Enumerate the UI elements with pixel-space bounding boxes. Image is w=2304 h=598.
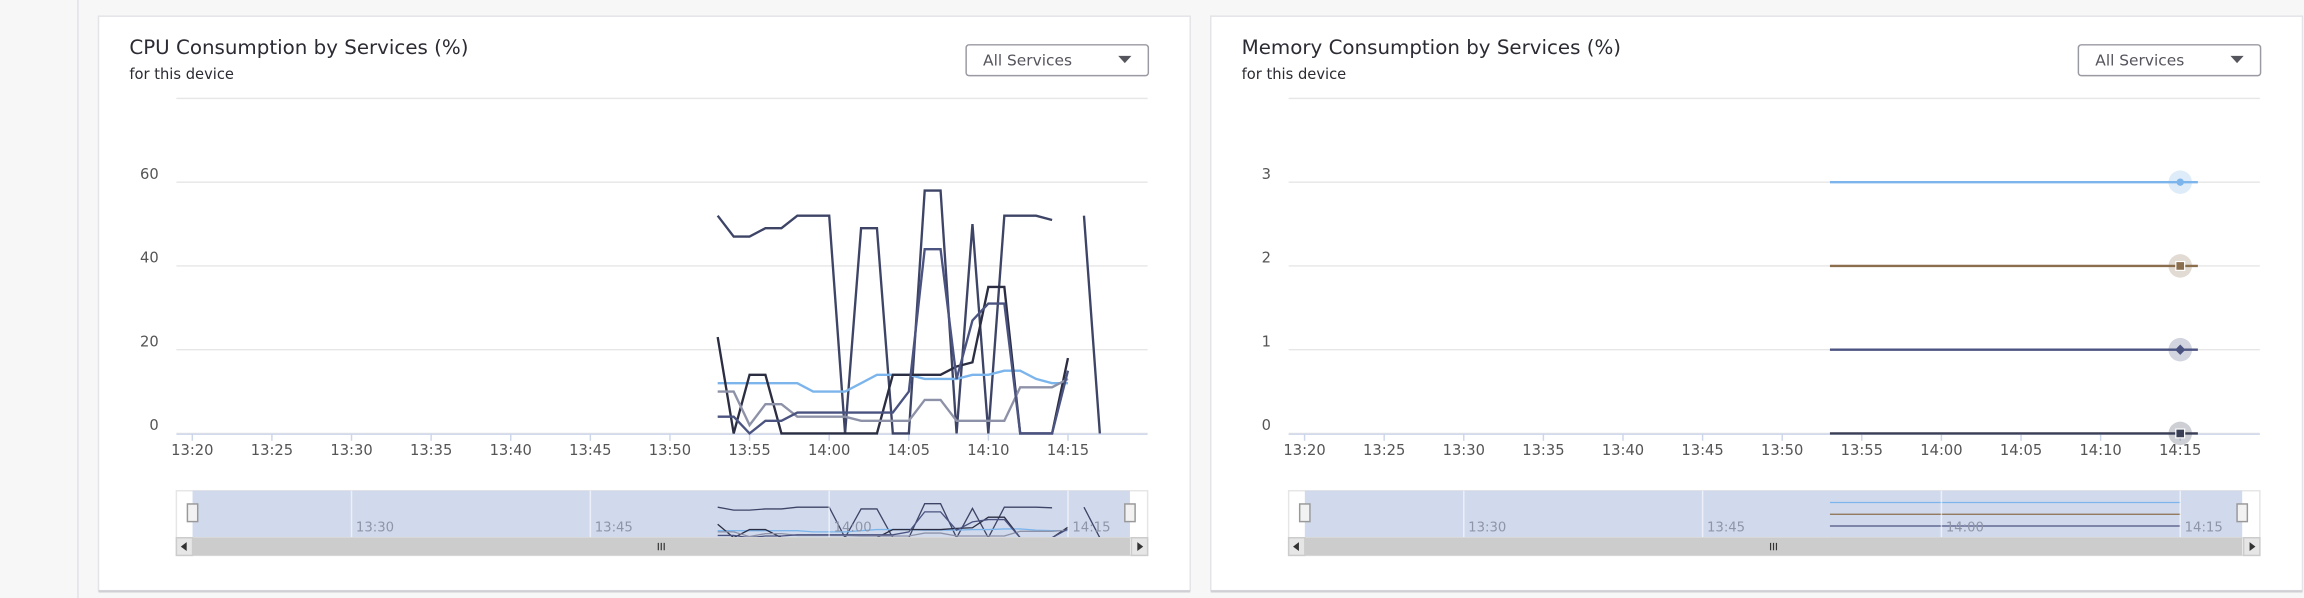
x-tick-label: 13:50 bbox=[649, 442, 691, 459]
x-tick-label: 13:20 bbox=[1283, 442, 1325, 459]
chart-title: CPU Consumption by Services (%) bbox=[129, 36, 468, 59]
navigator-label: 13:45 bbox=[595, 520, 633, 535]
x-tick-label: 14:10 bbox=[2079, 442, 2121, 459]
dropdown-label[interactable]: All Services bbox=[983, 51, 1072, 69]
series-line bbox=[716, 189, 1102, 435]
x-tick-label: 13:25 bbox=[1363, 442, 1405, 459]
service-dropdown[interactable]: All Services bbox=[965, 44, 1150, 77]
scroll-right-arrow bbox=[1137, 542, 1144, 551]
chart-title: Memory Consumption by Services (%) bbox=[1242, 36, 1621, 59]
x-tick-label: 14:05 bbox=[888, 442, 930, 459]
x-tick-label: 13:35 bbox=[1522, 442, 1564, 459]
x-tick-label: 13:30 bbox=[1443, 442, 1485, 459]
dropdown-arrow[interactable] bbox=[2230, 55, 2244, 64]
y-tick-label: 1 bbox=[1262, 333, 1271, 350]
scrollbar-grip bbox=[1769, 542, 1778, 551]
scrollbar-grip bbox=[657, 542, 665, 551]
x-tick-label: 14:10 bbox=[967, 442, 1009, 459]
x-tick-label: 13:35 bbox=[410, 442, 452, 459]
x-tick-label: 14:05 bbox=[2000, 442, 2042, 459]
dropdown-label[interactable]: All Services bbox=[2095, 51, 2184, 69]
x-tick-label: 13:30 bbox=[330, 442, 372, 459]
navigator-label: 13:30 bbox=[356, 520, 394, 535]
x-tick-label: 13:40 bbox=[490, 442, 532, 459]
chart-panel: CPU Consumption by Services (%) for this … bbox=[97, 15, 1191, 593]
x-tick-label: 14:00 bbox=[808, 442, 850, 459]
navigator-handle[interactable] bbox=[186, 503, 199, 523]
scroll-left-arrow bbox=[180, 542, 187, 551]
y-tick-label: 60 bbox=[140, 166, 159, 183]
series-marker bbox=[2175, 344, 2186, 355]
navigator-selection bbox=[192, 490, 1130, 538]
navigator-label: 13:45 bbox=[1707, 520, 1745, 535]
navigator-handle[interactable] bbox=[2236, 503, 2249, 523]
dropdown-box[interactable] bbox=[965, 44, 1150, 77]
x-tick-label: 13:45 bbox=[569, 442, 611, 459]
service-dropdown[interactable]: All Services bbox=[2077, 44, 2262, 77]
navigator-label: 14:00 bbox=[1946, 520, 1984, 535]
x-tick-label: 14:15 bbox=[2159, 442, 2201, 459]
x-tick-label: 13:40 bbox=[1602, 442, 1644, 459]
x-tick-label: 14:15 bbox=[1047, 442, 1089, 459]
y-tick-label: 40 bbox=[140, 250, 159, 267]
x-tick-label: 13:50 bbox=[1761, 442, 1803, 459]
navigator-label: 14:00 bbox=[834, 520, 872, 535]
x-tick-label: 14:00 bbox=[1920, 442, 1962, 459]
dropdown-arrow[interactable] bbox=[1118, 55, 1132, 64]
series-marker bbox=[2175, 260, 2186, 271]
x-tick-label: 13:55 bbox=[728, 442, 770, 459]
x-tick-label: 13:20 bbox=[171, 442, 213, 459]
navigator-handle[interactable] bbox=[1124, 503, 1136, 523]
y-tick-label: 0 bbox=[1262, 417, 1271, 434]
y-tick-label: 20 bbox=[140, 333, 159, 350]
x-tick-label: 13:45 bbox=[1681, 442, 1723, 459]
x-tick-label: 13:25 bbox=[251, 442, 293, 459]
chart-panel: Memory Consumption by Services (%) for th… bbox=[1210, 15, 2304, 593]
series-marker bbox=[2176, 178, 2184, 186]
chart-subtitle: for this device bbox=[1242, 66, 1347, 83]
y-tick-label: 3 bbox=[1262, 166, 1271, 183]
scroll-left-arrow bbox=[1293, 542, 1299, 551]
series-marker bbox=[2175, 428, 2186, 439]
chart-subtitle: for this device bbox=[129, 66, 234, 83]
navigator-label: 14:15 bbox=[1072, 520, 1110, 535]
y-tick-label: 0 bbox=[149, 417, 158, 434]
dropdown-box[interactable] bbox=[2077, 44, 2262, 77]
navigator-label: 14:15 bbox=[2185, 520, 2223, 535]
y-tick-label: 2 bbox=[1262, 250, 1271, 267]
navigator-series bbox=[717, 503, 1101, 540]
scroll-right-arrow bbox=[2249, 542, 2256, 551]
navigator-handle[interactable] bbox=[1298, 503, 1311, 523]
x-tick-label: 13:55 bbox=[1841, 442, 1883, 459]
navigator-label: 13:30 bbox=[1468, 520, 1506, 535]
